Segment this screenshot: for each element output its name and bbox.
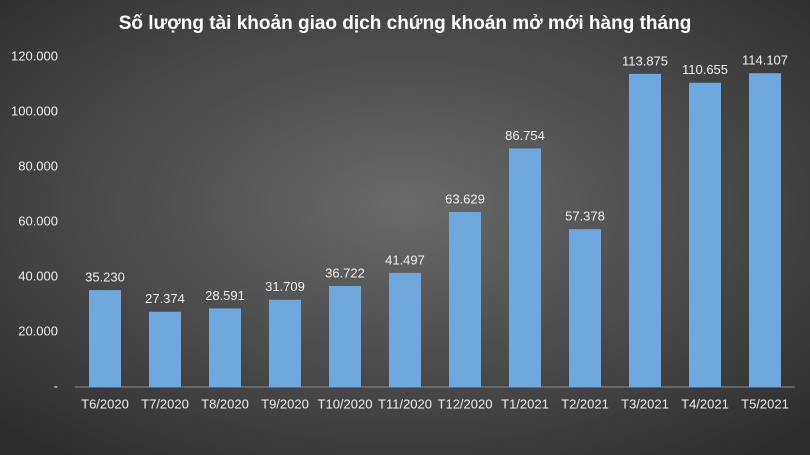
bar bbox=[749, 73, 781, 387]
value-label: 41.497 bbox=[385, 252, 425, 267]
x-tick-label: T6/2020 bbox=[81, 396, 129, 411]
bar bbox=[629, 73, 661, 387]
value-label: 86.754 bbox=[505, 128, 545, 143]
bar bbox=[689, 82, 721, 387]
y-tick-label: 120.000 bbox=[11, 48, 58, 63]
bar bbox=[509, 148, 541, 387]
chart-title: Số lượng tài khoản giao dịch chứng khoán… bbox=[119, 13, 692, 34]
bar bbox=[569, 229, 601, 387]
x-tick-label: T5/2021 bbox=[741, 396, 789, 411]
y-tick-label: 40.000 bbox=[18, 268, 58, 283]
bar bbox=[329, 286, 361, 387]
bar bbox=[389, 272, 421, 387]
bar bbox=[449, 212, 481, 387]
x-tick-label: T11/2020 bbox=[378, 396, 432, 411]
x-tick-label: T12/2020 bbox=[438, 396, 493, 411]
value-label: 36.722 bbox=[325, 265, 365, 280]
y-tick-label: 20.000 bbox=[18, 323, 58, 338]
y-tick-label: 100.000 bbox=[11, 103, 58, 118]
x-tick-label: T1/2021 bbox=[501, 396, 549, 411]
value-label: 31.709 bbox=[265, 279, 305, 294]
y-tick-label: 80.000 bbox=[18, 158, 58, 173]
value-label: 35.230 bbox=[85, 270, 125, 285]
bar bbox=[89, 290, 121, 387]
value-label: 113.875 bbox=[622, 53, 668, 68]
y-tick-label: - bbox=[54, 378, 58, 393]
value-label: 28.591 bbox=[205, 288, 245, 303]
x-tick-label: T9/2020 bbox=[261, 396, 309, 411]
value-label: 110.655 bbox=[682, 62, 728, 77]
value-label: 57.378 bbox=[565, 209, 605, 224]
bar bbox=[149, 311, 181, 387]
x-tick-label: T10/2020 bbox=[318, 396, 373, 411]
x-tick-label: T3/2021 bbox=[621, 396, 669, 411]
x-tick-label: T8/2020 bbox=[201, 396, 249, 411]
x-tick-label: T2/2021 bbox=[561, 396, 609, 411]
value-label: 63.629 bbox=[445, 191, 485, 206]
x-tick-label: T7/2020 bbox=[141, 396, 189, 411]
y-tick-label: 60.000 bbox=[18, 213, 58, 228]
bar bbox=[209, 308, 241, 387]
bar bbox=[269, 299, 301, 387]
x-tick-label: T4/2021 bbox=[681, 396, 729, 411]
value-label: 27.374 bbox=[145, 291, 185, 306]
value-label: 114.107 bbox=[742, 53, 788, 68]
